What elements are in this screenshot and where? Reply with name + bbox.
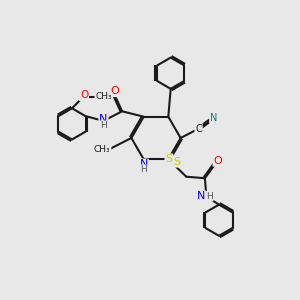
Text: O: O xyxy=(213,156,222,166)
Text: S: S xyxy=(165,154,172,164)
Text: C: C xyxy=(195,124,202,134)
Text: S: S xyxy=(173,157,180,167)
Text: O: O xyxy=(80,90,88,100)
Text: N: N xyxy=(210,112,217,123)
Text: CH₃: CH₃ xyxy=(94,145,111,154)
Text: N: N xyxy=(197,191,205,201)
Text: CH₃: CH₃ xyxy=(95,92,112,101)
Text: N: N xyxy=(99,114,108,124)
Text: H: H xyxy=(100,121,107,130)
Text: H: H xyxy=(206,192,213,201)
Text: O: O xyxy=(110,86,119,96)
Text: H: H xyxy=(140,165,147,174)
Text: N: N xyxy=(140,159,148,170)
